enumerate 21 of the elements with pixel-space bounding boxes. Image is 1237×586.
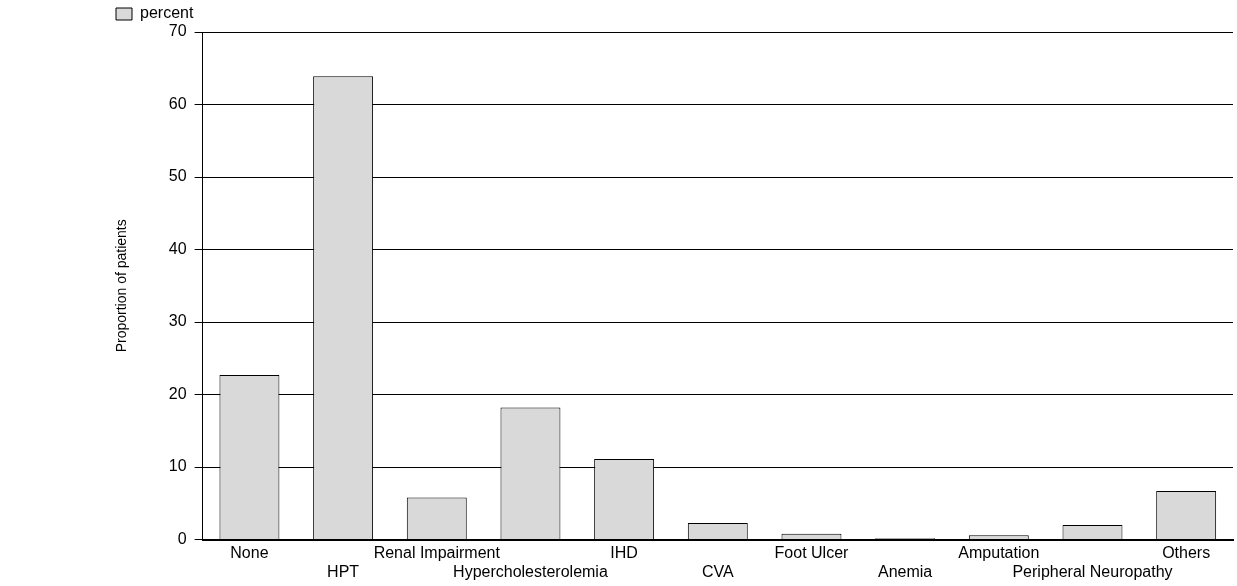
x-tick-label: Hypercholesterolemia xyxy=(453,562,608,580)
y-tick-label: 0 xyxy=(177,530,187,548)
x-tick-label: Amputation xyxy=(958,543,1040,561)
y-axis-title: Proportion of patients xyxy=(113,219,130,353)
y-tick-label: 20 xyxy=(168,384,187,402)
x-tick-label: Anemia xyxy=(878,562,933,580)
x-tick-label: IHD xyxy=(610,543,638,561)
y-tick-label: 40 xyxy=(168,239,187,257)
y-tick-label: 10 xyxy=(168,457,187,475)
x-tick-label: None xyxy=(230,543,269,561)
x-tick-label: CVA xyxy=(701,562,734,580)
x-tick-label: HPT xyxy=(327,562,360,580)
y-tick-label: 70 xyxy=(168,22,187,40)
legend-label: percent xyxy=(140,4,194,22)
y-tick-label: 30 xyxy=(168,312,187,330)
x-tick-label: Peripheral Neuropathy xyxy=(1012,562,1173,580)
y-tick-label: 60 xyxy=(168,94,187,112)
x-tick-label: Others xyxy=(1162,543,1211,561)
y-tick-label: 50 xyxy=(168,167,187,185)
x-tick-label: Foot Ulcer xyxy=(774,543,850,561)
x-tick-label: Renal Impairment xyxy=(373,543,501,561)
